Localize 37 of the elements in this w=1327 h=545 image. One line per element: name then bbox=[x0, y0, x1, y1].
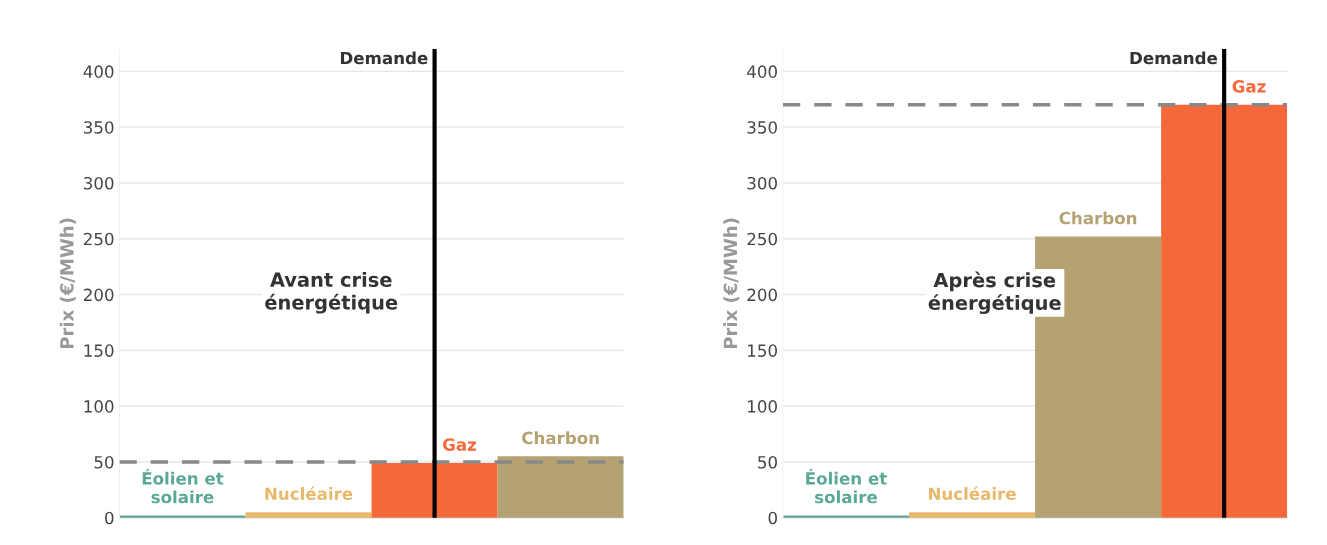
y-tick-label: 350 bbox=[747, 121, 777, 134]
y-tick-label: 200 bbox=[747, 288, 777, 302]
annotation: Avant crise énergétique bbox=[265, 271, 398, 314]
x-tick-label: Éolien et solaire bbox=[806, 469, 887, 504]
bar bbox=[908, 512, 1036, 518]
y-tick-label: 0 bbox=[768, 511, 777, 525]
bar bbox=[245, 512, 372, 518]
y-tick-label: 250 bbox=[83, 232, 114, 246]
y-tick-label: 100 bbox=[748, 400, 777, 413]
y-tick-label: 400 bbox=[747, 65, 777, 78]
x-tick-label: Gaz bbox=[1232, 80, 1266, 93]
bar bbox=[371, 463, 498, 518]
y-tick-label: 250 bbox=[747, 232, 777, 246]
ref-line-label: Demande bbox=[340, 51, 428, 65]
y-tick-label: 0 bbox=[105, 511, 114, 525]
y-tick-label: 100 bbox=[84, 400, 114, 413]
annotation: Après crise énergétique bbox=[928, 271, 1061, 314]
y-tick-label: 50 bbox=[94, 455, 114, 469]
y-tick-label: 150 bbox=[84, 344, 114, 357]
y-axis-title: Prix (€/MWh) bbox=[723, 218, 740, 349]
y-tick-label: 300 bbox=[84, 176, 114, 190]
x-tick-label: Charbon bbox=[1059, 211, 1137, 225]
y-tick-label: 50 bbox=[758, 455, 777, 469]
bar bbox=[1161, 104, 1288, 518]
x-tick-label: Nucléaire bbox=[265, 486, 353, 501]
x-tick-label: Éolien et solaire bbox=[142, 469, 224, 504]
bar bbox=[497, 456, 624, 518]
x-tick-label: Gaz bbox=[442, 438, 476, 451]
y-tick-label: 300 bbox=[747, 176, 777, 190]
ref-line-label: Demande bbox=[1130, 51, 1218, 65]
y-tick-label: 150 bbox=[748, 344, 777, 357]
y-axis-title: Prix (€/MWh) bbox=[59, 218, 76, 349]
x-tick-label: Charbon bbox=[522, 431, 599, 445]
x-tick-label: Nucléaire bbox=[928, 486, 1016, 501]
y-tick-label: 200 bbox=[83, 288, 114, 302]
y-tick-label: 350 bbox=[84, 121, 114, 134]
y-tick-label: 400 bbox=[83, 65, 114, 78]
